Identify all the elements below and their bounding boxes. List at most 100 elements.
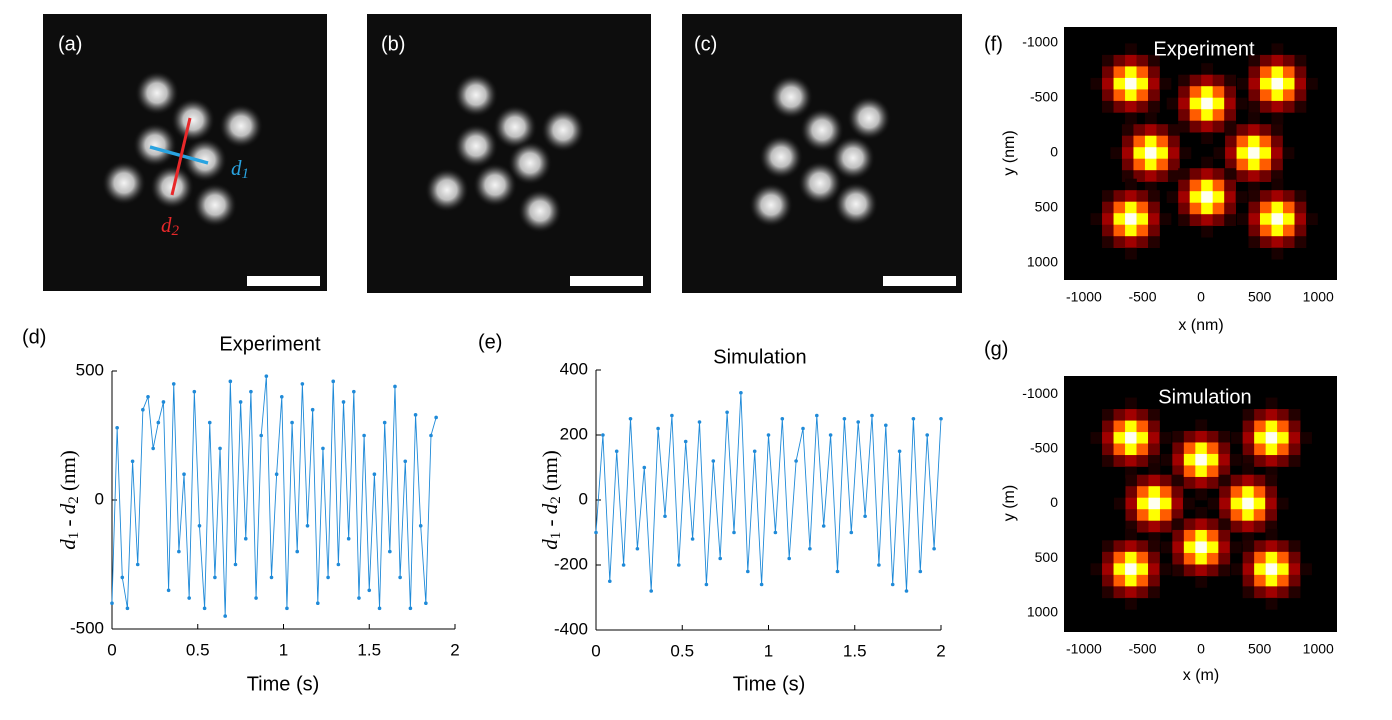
heat-cell xyxy=(1125,540,1137,553)
heat-cell xyxy=(1113,574,1126,587)
data-point xyxy=(233,562,238,567)
y-label-sub: 2 xyxy=(66,496,82,504)
spot xyxy=(1231,397,1312,479)
heat-cell xyxy=(1189,109,1202,121)
panel-label: (b) xyxy=(381,33,405,55)
heat-cell xyxy=(1159,563,1172,576)
data-point xyxy=(341,400,346,404)
heat-cell xyxy=(1136,443,1149,456)
heat-cell xyxy=(1288,563,1301,576)
heat-cell xyxy=(1230,486,1243,499)
heat-cell xyxy=(1144,112,1157,125)
heat-cell xyxy=(1225,147,1237,159)
heat-cell xyxy=(1300,432,1312,444)
heat-cell xyxy=(1277,432,1289,444)
heat-cell xyxy=(1090,213,1103,225)
heat-cell xyxy=(1148,443,1160,456)
heat-cell xyxy=(1207,497,1220,510)
data-point xyxy=(151,446,155,451)
data-point xyxy=(773,530,778,535)
data-point xyxy=(403,459,408,464)
heat-cell xyxy=(1276,497,1289,510)
heat-cell xyxy=(1254,409,1266,421)
data-point xyxy=(326,575,330,580)
data-point xyxy=(377,606,382,611)
heat-cell xyxy=(1254,551,1266,564)
heat-cell xyxy=(1136,474,1149,487)
heat-cell xyxy=(1113,224,1126,237)
heat-cell xyxy=(1225,135,1237,148)
heat-cell xyxy=(1183,453,1196,466)
heat-cell xyxy=(1248,201,1261,214)
heat-cell xyxy=(1248,181,1260,194)
data-point xyxy=(766,433,771,437)
x-tick-label: 1000 xyxy=(1303,289,1334,305)
heat-cell xyxy=(1224,179,1236,192)
heat-cell xyxy=(1242,551,1255,564)
heat-cell xyxy=(1224,168,1236,180)
data-line xyxy=(111,376,437,617)
heat-cell xyxy=(1189,74,1202,87)
heat-cell xyxy=(1253,509,1266,522)
heat-cell xyxy=(1212,97,1225,110)
heat-cell xyxy=(1148,474,1161,487)
heat-cell xyxy=(1294,201,1307,214)
heat-cell xyxy=(1113,190,1126,202)
y-label-part: d xyxy=(56,503,80,514)
heat-cell xyxy=(1282,224,1295,237)
heat-cell xyxy=(1218,541,1231,554)
data-point xyxy=(434,415,438,420)
data-point xyxy=(808,546,812,551)
heat-cell xyxy=(1201,156,1213,169)
heat-cell xyxy=(1288,455,1301,467)
y-tick-label: 0 xyxy=(1050,494,1058,510)
data-point xyxy=(285,606,289,611)
heat-cell xyxy=(1254,420,1266,433)
heat-cell xyxy=(1121,158,1134,171)
data-point xyxy=(120,575,125,580)
data-point xyxy=(166,588,171,593)
x-axis-label: Time (s) xyxy=(733,673,806,695)
heat-cell xyxy=(1265,420,1278,433)
heat-cell xyxy=(1248,124,1260,136)
heat-cell xyxy=(1277,586,1289,599)
heat-cell xyxy=(1294,89,1307,102)
heat-cell xyxy=(1201,191,1213,203)
heat-cell xyxy=(1125,224,1137,237)
x-tick-label: 0.5 xyxy=(186,640,210,659)
heat-cell xyxy=(1136,509,1149,522)
heat-cell xyxy=(1254,563,1266,576)
heat-cell xyxy=(1218,518,1231,531)
heat-cell xyxy=(1225,158,1237,171)
data-point xyxy=(870,413,874,418)
heat-cell xyxy=(1218,529,1231,542)
heat-cell xyxy=(1218,430,1231,443)
heat-cell xyxy=(1136,586,1149,599)
heat-cell xyxy=(1212,74,1225,87)
heat-cell xyxy=(1178,86,1190,98)
data-point xyxy=(842,416,847,421)
data-point xyxy=(787,556,791,561)
heat-cell xyxy=(1090,77,1103,90)
heat-cell xyxy=(1265,574,1278,587)
heat-cell xyxy=(1195,430,1208,443)
data-point xyxy=(192,389,197,394)
y-tick-label: 1000 xyxy=(1027,254,1058,270)
heat-cell xyxy=(1248,170,1260,182)
heat-cell xyxy=(1201,97,1213,110)
heat-cell xyxy=(1231,563,1243,576)
heat-cell xyxy=(1254,586,1266,599)
data-point xyxy=(642,465,647,470)
heat-cell xyxy=(1206,442,1219,455)
heat-cell xyxy=(1148,89,1160,102)
data-point xyxy=(305,524,310,528)
heat-cell xyxy=(1229,541,1242,554)
heat-cell xyxy=(1125,190,1137,202)
heat-cell xyxy=(1125,54,1137,67)
heat-cell xyxy=(1102,190,1114,202)
heat-cell xyxy=(1178,179,1190,192)
heat-cell xyxy=(1133,147,1146,159)
heat-cell xyxy=(1172,552,1185,565)
heat-cell xyxy=(1178,168,1190,180)
heat-cell xyxy=(1125,486,1138,499)
